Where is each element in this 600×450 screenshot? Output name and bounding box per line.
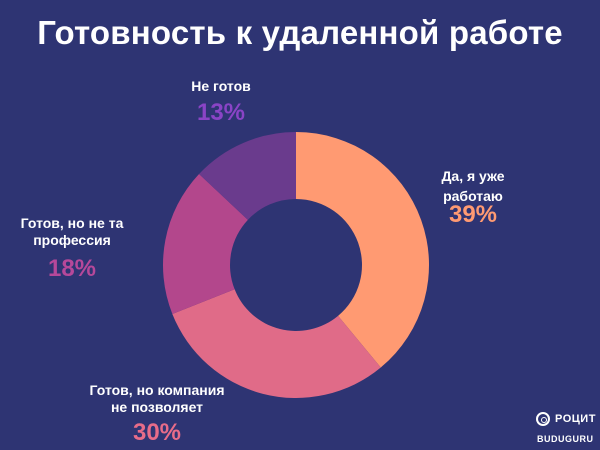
brand-name: BUDUGURU	[537, 434, 594, 444]
slice-value-3: 18%	[48, 255, 96, 282]
slice-value-2: 30%	[133, 419, 181, 446]
slice-label-3: Готов, но не та профессия	[21, 215, 124, 248]
slice-label-4: Не готов	[191, 78, 251, 94]
logo-name: РОЦИТ	[555, 413, 596, 425]
slice-value-1: 39%	[449, 201, 497, 228]
rocit-logo: РОЦИТ	[536, 412, 596, 426]
pie-slice-2	[172, 289, 381, 399]
slice-value-4: 13%	[197, 99, 245, 126]
chart-title: Готовность к удаленной работе	[37, 14, 563, 51]
pie-slice-1	[296, 132, 429, 368]
pie-slice-4	[199, 132, 296, 220]
ring-logo-icon	[536, 412, 550, 426]
pie-slice-3	[162, 173, 248, 314]
slice-label-2: Готов, но компания не позволяет	[90, 382, 225, 415]
slice-label-1: Да, я уже работаю	[441, 168, 504, 204]
